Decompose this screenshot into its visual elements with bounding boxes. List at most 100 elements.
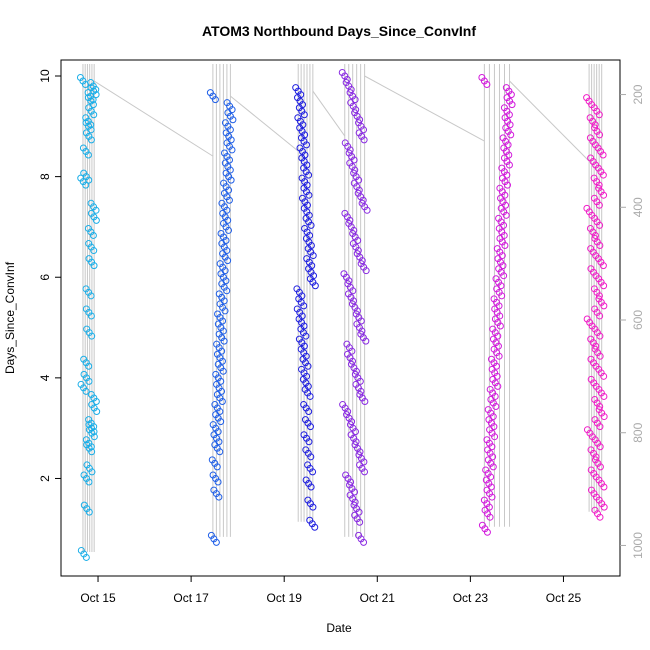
data-point (356, 116, 364, 124)
data-point (600, 503, 608, 511)
data-point (592, 453, 600, 461)
data-point (596, 403, 604, 411)
y-tick-label: 2 (38, 475, 52, 482)
connector-lines (82, 64, 603, 552)
data-point (360, 538, 368, 546)
data-point (228, 146, 236, 154)
connector-line (230, 95, 299, 152)
data-point (349, 297, 357, 305)
data-point (217, 418, 225, 426)
data-point (596, 423, 604, 431)
data-point (305, 171, 313, 179)
data-point (306, 423, 314, 431)
data-point (82, 181, 90, 189)
data-point (501, 242, 509, 250)
data-point (92, 216, 100, 224)
data-point (352, 438, 360, 446)
data-point (494, 382, 502, 390)
data-point (595, 181, 603, 189)
data-point (596, 443, 604, 451)
data-point (227, 176, 235, 184)
data-point (89, 231, 97, 239)
data-point (358, 327, 366, 335)
data-point (352, 367, 360, 375)
plot-frame (60, 59, 621, 577)
y2-tick-label: 800 (631, 422, 645, 442)
data-point (220, 337, 228, 345)
connector-line (312, 90, 346, 137)
data-point (347, 478, 355, 486)
y-tick-label: 10 (38, 69, 52, 83)
data-point (346, 146, 354, 154)
data-point (596, 463, 604, 471)
data-point (85, 362, 93, 370)
data-point (211, 96, 219, 104)
data-point (596, 221, 604, 229)
data-point (600, 282, 608, 290)
data-point (88, 468, 96, 476)
data-point (350, 226, 358, 234)
connector-line (364, 75, 485, 142)
data-point (219, 367, 227, 375)
data-point (302, 141, 310, 149)
data-point (489, 463, 497, 471)
data-point (591, 231, 599, 239)
data-point (599, 151, 607, 159)
data-point (492, 403, 500, 411)
data-point (87, 136, 95, 144)
data-point (360, 136, 368, 144)
data-point (85, 377, 93, 385)
data-point (300, 111, 308, 119)
data-point (300, 302, 308, 310)
data-point (347, 86, 355, 94)
data-point (600, 191, 608, 199)
data-point (305, 408, 313, 416)
data-point (212, 538, 220, 546)
x-axis: Oct 15 Oct 17 Oct 19 Oct 21 Oct 23 Oct 25 (80, 576, 581, 605)
data-point (223, 287, 231, 295)
data-point (596, 332, 604, 340)
data-point (229, 116, 237, 124)
data-point (90, 262, 98, 270)
data-point (311, 523, 319, 531)
x-tick-label: Oct 19 (267, 591, 303, 605)
data-point (356, 448, 364, 456)
x-tick-label: Oct 21 (360, 591, 396, 605)
data-point (344, 408, 352, 416)
data-point (600, 302, 608, 310)
data-point (354, 247, 362, 255)
data-point (82, 387, 90, 395)
data-point (486, 513, 494, 521)
data-point (305, 191, 313, 199)
data-point (304, 362, 312, 370)
data-point (507, 131, 515, 139)
data-point (352, 106, 360, 114)
data-point (225, 226, 233, 234)
data-point (600, 483, 608, 491)
data-point (363, 206, 371, 214)
x-tick-label: Oct 15 (80, 591, 116, 605)
data-point (599, 171, 607, 179)
data-point (93, 408, 101, 416)
data-point (596, 242, 604, 250)
data-point (221, 307, 229, 315)
data-point (82, 553, 90, 561)
data-point (215, 493, 223, 501)
data-point (592, 342, 600, 350)
data-point (505, 161, 513, 169)
data-point (90, 433, 98, 441)
data-point (88, 448, 96, 456)
data-point (90, 247, 98, 255)
data-point (491, 433, 499, 441)
data-point (596, 513, 604, 521)
secondary-y-axis: 200 400 600 800 1000 (620, 84, 645, 559)
data-point (218, 397, 226, 405)
data-point (595, 201, 603, 209)
data-point (309, 503, 317, 511)
chart-title: ATOM3 Northbound Days_Since_ConvInf (202, 23, 476, 39)
data-point (305, 438, 313, 446)
data-point (496, 322, 504, 330)
y-tick-label: 8 (38, 173, 52, 180)
data-point (359, 196, 367, 204)
data-point (495, 352, 503, 360)
